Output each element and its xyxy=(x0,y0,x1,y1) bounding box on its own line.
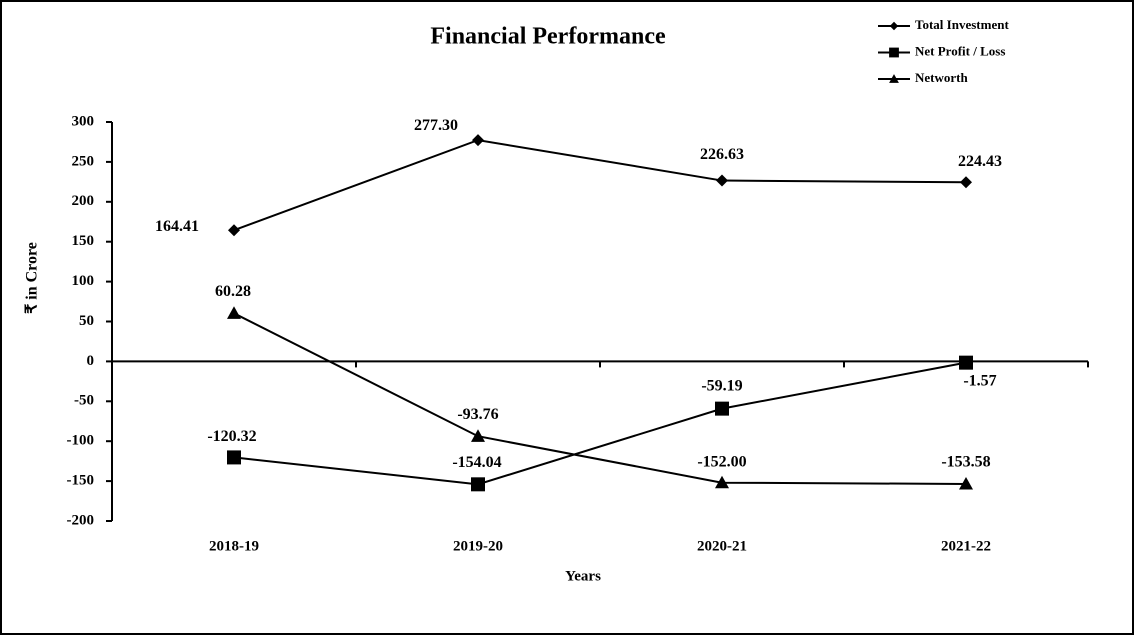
marker xyxy=(960,176,972,189)
marker xyxy=(227,450,241,465)
y-tick-label: -50 xyxy=(74,393,94,409)
data-label: 277.30 xyxy=(414,117,458,134)
legend-label: Net Profit / Loss xyxy=(915,43,1005,58)
data-label: 164.41 xyxy=(155,218,199,235)
marker xyxy=(715,475,729,489)
data-label: 226.63 xyxy=(700,146,744,163)
marker xyxy=(471,429,485,442)
y-tick-label: -200 xyxy=(67,512,95,528)
marker xyxy=(959,476,973,490)
marker xyxy=(715,401,729,416)
y-tick-label: 300 xyxy=(72,113,95,129)
marker xyxy=(889,74,899,83)
y-axis-label: ₹ in Crore xyxy=(24,242,41,314)
y-tick-label: -150 xyxy=(67,473,95,489)
data-label: -154.04 xyxy=(452,454,501,471)
marker xyxy=(959,355,973,370)
data-label: -152.00 xyxy=(697,453,746,470)
data-label: -93.76 xyxy=(457,406,498,423)
x-tick-label: 2021-22 xyxy=(941,538,991,554)
series-line xyxy=(233,361,967,486)
data-label: 224.43 xyxy=(958,153,1002,170)
y-tick-label: 250 xyxy=(72,153,95,169)
marker xyxy=(228,224,240,237)
data-label: -1.57 xyxy=(963,372,996,389)
chart-title: Financial Performance xyxy=(430,24,666,50)
marker xyxy=(227,306,241,319)
x-tick-label: 2020-21 xyxy=(697,538,747,554)
x-tick-label: 2018-19 xyxy=(209,538,259,554)
y-tick-label: 150 xyxy=(72,233,95,249)
x-tick-label: 2019-20 xyxy=(453,538,503,554)
marker xyxy=(889,21,899,31)
y-tick-label: 0 xyxy=(87,353,95,369)
data-label: -59.19 xyxy=(701,377,742,394)
marker xyxy=(471,477,485,492)
data-label: 60.28 xyxy=(215,283,251,300)
y-tick-label: -100 xyxy=(67,433,95,449)
legend-label: Total Investment xyxy=(915,17,1009,32)
legend-label: Networth xyxy=(915,70,968,85)
marker xyxy=(716,174,728,187)
y-tick-label: 100 xyxy=(72,273,95,289)
data-label: -120.32 xyxy=(207,428,256,445)
marker xyxy=(472,134,484,147)
data-label: -153.58 xyxy=(941,454,990,471)
series-line xyxy=(233,139,967,232)
x-axis-label: Years xyxy=(565,568,601,584)
marker xyxy=(889,47,899,58)
y-tick-label: 50 xyxy=(79,313,94,329)
series-line xyxy=(233,312,967,485)
y-tick-label: 200 xyxy=(72,193,95,209)
